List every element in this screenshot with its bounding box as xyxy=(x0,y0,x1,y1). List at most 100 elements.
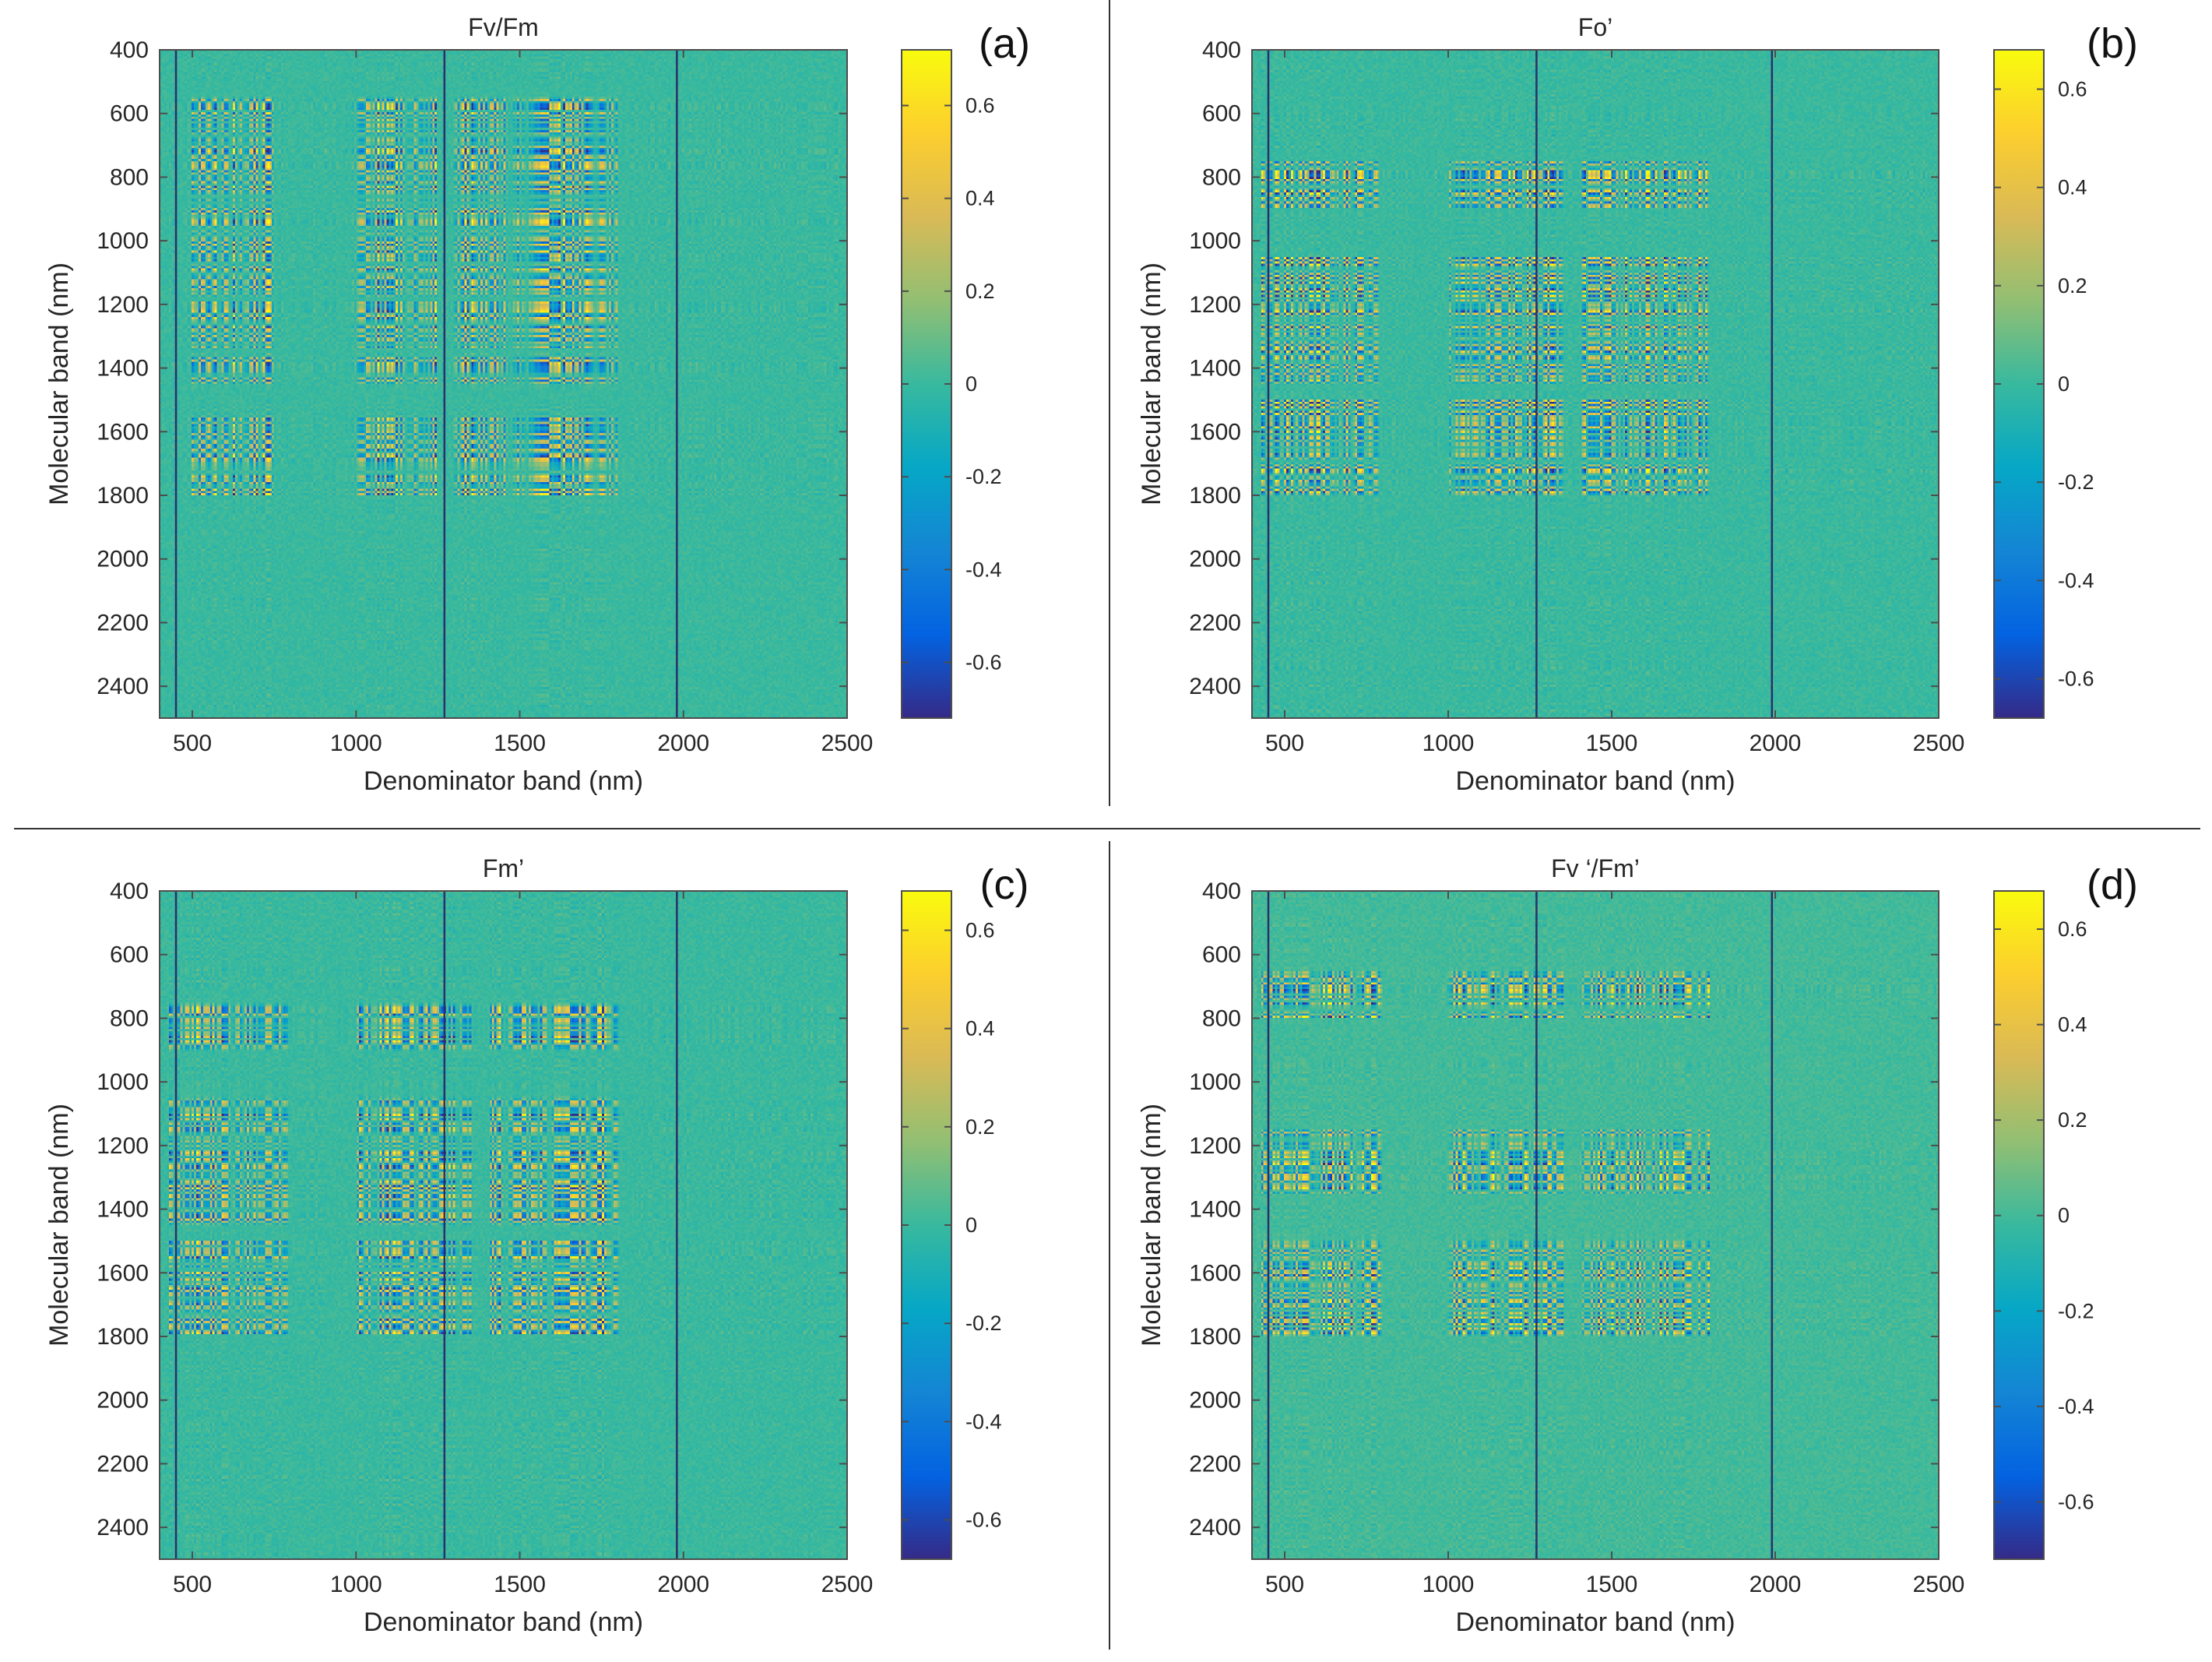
panel-b: 500 1000 1500 2000 2500 400 600 800 1000 1200 1400… xyxy=(1137,13,2138,796)
colorbar-b xyxy=(1993,49,2045,719)
y-tick-label-b-8: 2000 xyxy=(1189,547,1241,572)
y-tick-label-d-8: 2000 xyxy=(1189,1388,1241,1414)
y-tick-label-a-9: 2200 xyxy=(97,610,149,636)
y-tick-label-c-9: 2200 xyxy=(97,1451,149,1477)
y-tick-label-c-7: 1800 xyxy=(97,1324,149,1350)
y-tick-label-b-5: 1400 xyxy=(1189,356,1241,382)
y-tick-label-b-9: 2200 xyxy=(1189,610,1241,636)
y-tick-label-a-5: 1400 xyxy=(97,356,149,382)
y-tick-label-b-7: 1800 xyxy=(1189,483,1241,509)
y-axis-title-a: Molecular band (nm) xyxy=(44,262,74,505)
x-tick-label-a-2: 1500 xyxy=(494,731,546,756)
y-tick-label-c-5: 1400 xyxy=(97,1197,149,1223)
y-tick-label-a-8: 2000 xyxy=(97,547,149,572)
x-tick-label-d-3: 2000 xyxy=(1750,1572,1802,1597)
y-tick-label-a-1: 600 xyxy=(110,101,149,127)
x-tick-label-a-3: 2000 xyxy=(657,731,709,756)
colorbar-tick-label-c-3: 0 xyxy=(965,1213,977,1237)
colorbar-tick-label-a-4: -0.2 xyxy=(965,465,1002,488)
x-axis-title-c: Denominator band (nm) xyxy=(364,1607,643,1637)
x-tick-label-b-3: 2000 xyxy=(1750,731,1802,756)
colorbar-tick-label-a-5: -0.4 xyxy=(965,558,1002,581)
panel-label-a: (a) xyxy=(979,20,1030,67)
plot-title-b: Fo’ xyxy=(1578,13,1612,41)
y-tick-label-c-3: 1000 xyxy=(97,1069,149,1095)
y-tick-label-b-6: 1600 xyxy=(1189,419,1241,445)
y-tick-label-c-10: 2400 xyxy=(97,1515,149,1541)
panel-c: 500 1000 1500 2000 2500 400 600 800 1000 1200 1400… xyxy=(44,854,1029,1637)
y-tick-label-c-0: 400 xyxy=(110,879,149,904)
colorbar-tick-label-b-0: 0.6 xyxy=(2058,77,2087,100)
x-tick-label-a-4: 2500 xyxy=(821,731,874,756)
y-tick-label-b-2: 800 xyxy=(1202,164,1241,190)
x-tick-label-a-1: 1000 xyxy=(330,731,382,756)
colorbar-a xyxy=(901,49,952,719)
y-tick-label-d-1: 600 xyxy=(1202,942,1241,968)
y-tick-label-c-8: 2000 xyxy=(97,1388,149,1414)
y-tick-label-d-0: 400 xyxy=(1202,879,1241,904)
colorbar-tick-label-c-2: 0.2 xyxy=(965,1115,995,1139)
x-axis-title-a: Denominator band (nm) xyxy=(364,766,643,796)
colorbar-tick-label-a-2: 0.2 xyxy=(965,280,995,303)
x-axis-title-d: Denominator band (nm) xyxy=(1455,1607,1735,1637)
x-tick-label-b-1: 1000 xyxy=(1423,731,1475,756)
x-tick-label-c-3: 2000 xyxy=(657,1572,709,1597)
colorbar-d xyxy=(1993,890,2045,1560)
axes-frame-a xyxy=(159,49,848,719)
colorbar-tick-label-c-5: -0.4 xyxy=(965,1410,1002,1433)
y-tick-label-a-3: 1000 xyxy=(97,228,149,254)
y-tick-label-a-4: 1200 xyxy=(97,292,149,318)
colorbar-tick-label-a-6: -0.6 xyxy=(965,651,1002,674)
y-tick-label-b-0: 400 xyxy=(1202,37,1241,63)
x-tick-label-d-2: 1500 xyxy=(1586,1572,1638,1597)
colorbar-tick-label-d-2: 0.2 xyxy=(2058,1108,2087,1132)
y-tick-label-c-2: 800 xyxy=(110,1005,149,1031)
y-tick-label-a-2: 800 xyxy=(110,164,149,190)
x-tick-label-a-0: 500 xyxy=(173,731,212,756)
colorbar-tick-label-a-1: 0.4 xyxy=(965,187,995,210)
y-tick-label-d-5: 1400 xyxy=(1189,1197,1241,1223)
y-axis-title-c: Molecular band (nm) xyxy=(44,1104,74,1347)
y-tick-label-b-4: 1200 xyxy=(1189,292,1241,318)
plot-title-d: Fv ‘/Fm’ xyxy=(1551,854,1640,882)
colorbar-tick-label-b-1: 0.4 xyxy=(2058,176,2087,199)
colorbar-tick-label-a-0: 0.6 xyxy=(965,94,995,118)
heatmap-b xyxy=(1252,50,1939,718)
y-tick-label-b-10: 2400 xyxy=(1189,674,1241,699)
x-tick-label-d-0: 500 xyxy=(1265,1572,1304,1597)
x-tick-label-b-4: 2500 xyxy=(1913,731,1965,756)
colorbar-tick-label-d-4: -0.2 xyxy=(2058,1299,2094,1322)
x-tick-label-d-1: 1000 xyxy=(1423,1572,1475,1597)
x-tick-label-c-1: 1000 xyxy=(330,1572,382,1597)
colorbar-tick-label-b-5: -0.4 xyxy=(2058,569,2094,592)
x-tick-label-d-4: 2500 xyxy=(1913,1572,1965,1597)
y-tick-label-a-0: 400 xyxy=(110,37,149,63)
y-tick-label-d-10: 2400 xyxy=(1189,1515,1241,1541)
y-tick-label-d-7: 1800 xyxy=(1189,1324,1241,1350)
y-tick-label-b-3: 1000 xyxy=(1189,228,1241,254)
colorbar-tick-label-c-4: -0.2 xyxy=(965,1312,1002,1335)
colorbar-tick-label-c-0: 0.6 xyxy=(965,918,995,942)
y-tick-label-a-7: 1800 xyxy=(97,483,149,509)
x-axis-title-b: Denominator band (nm) xyxy=(1455,766,1735,796)
colorbar-tick-label-b-6: -0.6 xyxy=(2058,667,2094,691)
colorbar-tick-label-d-1: 0.4 xyxy=(2058,1013,2087,1037)
colorbar-tick-label-d-5: -0.4 xyxy=(2058,1395,2094,1418)
y-axis-title-d: Molecular band (nm) xyxy=(1137,1104,1166,1347)
y-tick-label-d-4: 1200 xyxy=(1189,1133,1241,1159)
colorbar-tick-label-d-3: 0 xyxy=(2058,1204,2070,1227)
axes-frame-b xyxy=(1251,49,1939,719)
y-tick-label-c-1: 600 xyxy=(110,942,149,968)
colorbar-tick-label-d-6: -0.6 xyxy=(2058,1490,2094,1513)
x-tick-label-c-2: 1500 xyxy=(494,1572,546,1597)
panel-label-c: (c) xyxy=(980,861,1029,908)
y-axis-title-b: Molecular band (nm) xyxy=(1137,262,1166,505)
panels: 500 1000 1500 2000 2500 400 600 800 1000 1200 1400… xyxy=(44,13,2138,1637)
panel-a: 500 1000 1500 2000 2500 400 600 800 1000 1200 1400… xyxy=(44,13,1030,796)
panel-d: 500 1000 1500 2000 2500 400 600 800 1000 1200 1400… xyxy=(1137,854,2138,1637)
y-tick-label-c-6: 1600 xyxy=(97,1260,149,1286)
colorbar-tick-label-b-4: -0.2 xyxy=(2058,470,2094,494)
y-tick-label-a-6: 1600 xyxy=(97,419,149,445)
x-tick-label-b-0: 500 xyxy=(1265,731,1304,756)
